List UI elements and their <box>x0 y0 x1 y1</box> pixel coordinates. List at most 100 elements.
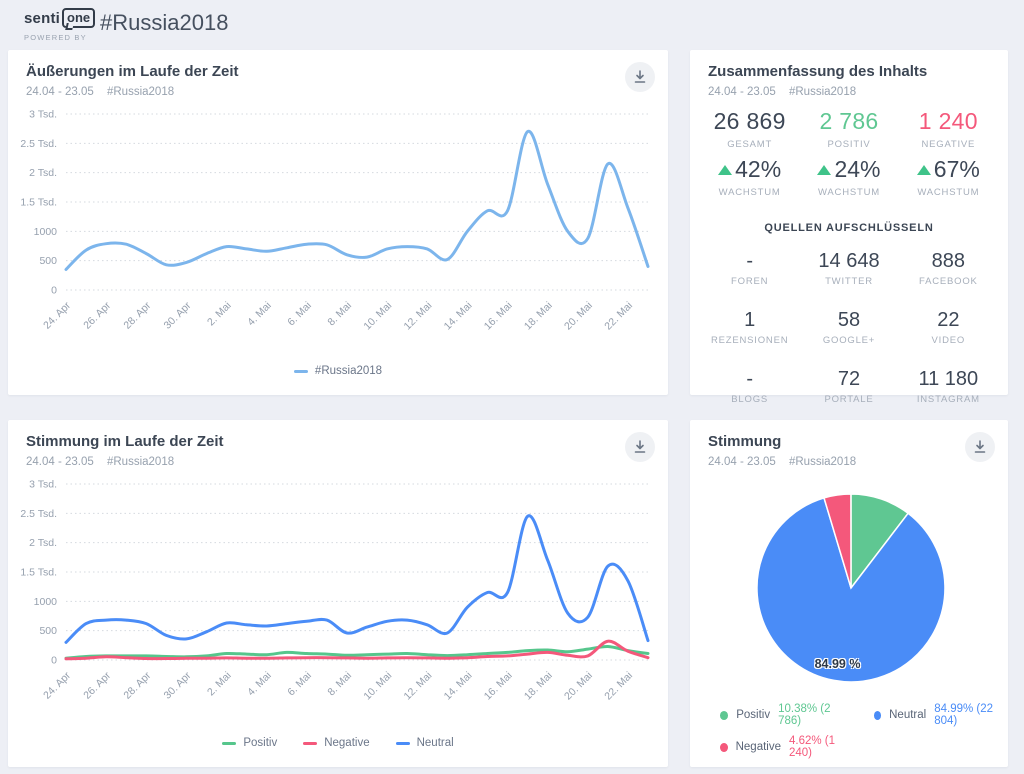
svg-text:14. Mai: 14. Mai <box>442 300 475 333</box>
source-video: 22 VIDEO <box>899 309 998 346</box>
svg-text:1000: 1000 <box>34 226 58 238</box>
series-marker <box>222 741 237 745</box>
source-label: INSTAGRAM <box>916 394 980 405</box>
svg-text:2. Mai: 2. Mai <box>205 300 234 329</box>
svg-text:18. Mai: 18. Mai <box>522 300 555 333</box>
source-value: 58 <box>837 309 861 331</box>
growth-positive: 24% WACHSTUM <box>799 156 898 198</box>
stat-negative: 1 240 NEGATIVE <box>899 108 998 150</box>
source-twitter: 14 648 TWITTER <box>799 250 898 287</box>
legend-item-positiv[interactable]: Positiv 10.38% (2 786) <box>720 703 850 727</box>
svg-text:4. Mai: 4. Mai <box>245 670 274 699</box>
svg-text:4. Mai: 4. Mai <box>245 300 274 329</box>
source-googleplus: 58 GOOGLE+ <box>799 309 898 346</box>
powered-by-label: POWERED BY <box>24 33 87 42</box>
download-button[interactable] <box>625 432 655 462</box>
download-icon <box>974 440 986 453</box>
growth-value: 24% <box>834 156 881 182</box>
svg-text:30. Apr: 30. Apr <box>162 299 194 331</box>
hashtag-label: #Russia2018 <box>788 86 857 98</box>
svg-text:20. Mai: 20. Mai <box>562 300 595 333</box>
legend-item-negative[interactable]: Negative <box>303 737 370 749</box>
growth-total: 42% WACHSTUM <box>700 156 799 198</box>
source-value: - <box>746 250 753 272</box>
download-icon <box>634 70 646 83</box>
stat-value: 1 240 <box>918 108 978 134</box>
svg-text:500: 500 <box>39 625 57 637</box>
svg-text:22. Mai: 22. Mai <box>602 670 635 703</box>
svg-text:3 Tsd.: 3 Tsd. <box>29 479 57 491</box>
svg-text:2.5 Tsd.: 2.5 Tsd. <box>20 508 57 520</box>
svg-text:20. Mai: 20. Mai <box>562 670 595 703</box>
legend-item-positiv[interactable]: Positiv <box>222 737 277 749</box>
mentions-over-time-panel: Äußerungen im Laufe der Zeit 24.04 - 23.… <box>8 50 668 395</box>
growth-up-icon <box>916 164 931 175</box>
sentiment-chart-legend: Positiv Negative Neutral <box>8 737 668 749</box>
svg-text:6. Mai: 6. Mai <box>285 300 314 329</box>
source-label: FACEBOOK <box>918 276 978 287</box>
logo-text-one: one <box>62 8 96 28</box>
legend-value: 84.99% (22 804) <box>934 703 994 727</box>
growth-up-icon <box>817 164 832 175</box>
top-header: senti one POWERED BY #Russia2018 <box>0 0 1024 48</box>
growth-value: 42% <box>735 156 782 182</box>
page-title: #Russia2018 <box>100 10 229 35</box>
date-range: 24.04 - 23.05 <box>708 86 776 98</box>
date-range: 24.04 - 23.05 <box>26 456 94 468</box>
panel-subtitle: 24.04 - 23.05 #Russia2018 <box>708 456 856 468</box>
svg-text:1.5 Tsd.: 1.5 Tsd. <box>20 567 57 579</box>
series-marker <box>303 741 318 745</box>
series-marker <box>720 710 729 720</box>
hashtag-label: #Russia2018 <box>106 456 175 468</box>
sentione-logo[interactable]: senti one POWERED BY <box>24 8 96 42</box>
svg-text:14. Mai: 14. Mai <box>442 670 475 703</box>
mentions-chart-legend: #Russia2018 <box>8 365 668 377</box>
legend-item-russia2018[interactable]: #Russia2018 <box>293 365 383 377</box>
download-button[interactable] <box>625 62 655 92</box>
source-value: 11 180 <box>918 368 979 390</box>
stat-label: GESAMT <box>727 139 773 150</box>
svg-text:24. Apr: 24. Apr <box>41 299 73 331</box>
date-range: 24.04 - 23.05 <box>26 86 94 98</box>
legend-item-negative[interactable]: Negative 4.62% (1 240) <box>720 735 850 759</box>
sentiment-pie-chart <box>756 493 946 683</box>
pie-legend: Positiv 10.38% (2 786) Neutral 84.99% (2… <box>720 703 1002 759</box>
stat-positive: 2 786 POSITIV <box>799 108 898 150</box>
svg-text:10. Mai: 10. Mai <box>361 670 394 703</box>
svg-text:0: 0 <box>51 285 57 297</box>
svg-text:12. Mai: 12. Mai <box>402 670 435 703</box>
growth-up-icon <box>718 164 733 175</box>
legend-item-neutral[interactable]: Neutral 84.99% (22 804) <box>873 703 1002 727</box>
totals-row: 26 869 GESAMT 2 786 POSITIV 1 240 NEGATI… <box>700 108 998 150</box>
source-label: FOREN <box>731 276 769 287</box>
svg-text:1.5 Tsd.: 1.5 Tsd. <box>20 197 57 209</box>
growth-label: WACHSTUM <box>718 187 781 198</box>
stat-value: 26 869 <box>713 108 786 134</box>
panel-title: Zusammenfassung des Inhalts <box>708 63 928 80</box>
svg-text:2. Mai: 2. Mai <box>205 670 234 699</box>
legend-value: 4.62% (1 240) <box>788 735 836 759</box>
series-marker <box>395 741 410 745</box>
svg-text:0: 0 <box>51 655 57 667</box>
download-button[interactable] <box>965 432 995 462</box>
growth-negative: 67% WACHSTUM <box>899 156 998 198</box>
svg-text:3 Tsd.: 3 Tsd. <box>29 109 57 121</box>
source-label: REZENSIONEN <box>710 335 789 346</box>
svg-text:1000: 1000 <box>34 596 58 608</box>
svg-text:28. Apr: 28. Apr <box>121 669 153 701</box>
source-value: 14 648 <box>818 250 880 272</box>
svg-text:8. Mai: 8. Mai <box>325 670 354 699</box>
svg-text:26. Apr: 26. Apr <box>81 669 113 701</box>
series-marker <box>293 369 308 373</box>
pie-percentage-label: 84.99 % <box>814 657 861 671</box>
sentiment-line-chart: 0 500 1000 1.5 Tsd. 2 Tsd. 2.5 Tsd. 3 Tsd. 24. … <box>20 479 650 703</box>
svg-text:12. Mai: 12. Mai <box>402 300 435 333</box>
svg-text:16. Mai: 16. Mai <box>482 300 515 333</box>
stat-label: POSITIV <box>827 139 871 150</box>
mentions-line-chart: 0 500 1000 1.5 Tsd. 2 Tsd. 2.5 Tsd. 3 Tsd. 24. … <box>20 109 650 333</box>
source-rezensionen: 1 REZENSIONEN <box>700 309 799 346</box>
svg-text:6. Mai: 6. Mai <box>285 670 314 699</box>
legend-label: #Russia2018 <box>314 365 383 377</box>
legend-item-neutral[interactable]: Neutral <box>395 737 454 749</box>
svg-text:16. Mai: 16. Mai <box>482 670 515 703</box>
